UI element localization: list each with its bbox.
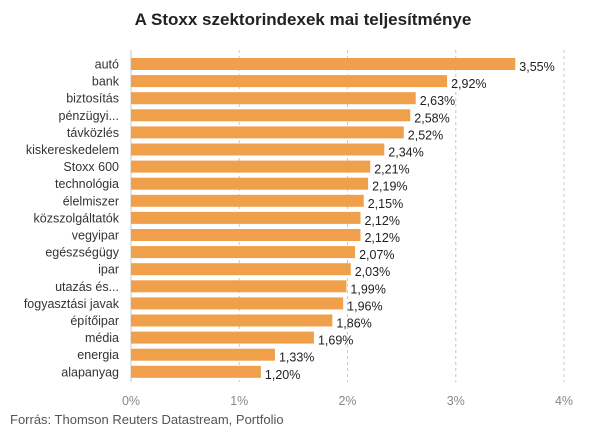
bar: [131, 126, 404, 139]
bar: [131, 160, 371, 173]
value-label: 2,15%: [368, 197, 403, 211]
category-label: média: [85, 331, 119, 345]
category-label: közszolgáltatók: [34, 211, 120, 225]
x-tick-label: 1%: [230, 394, 248, 408]
value-label: 2,12%: [364, 214, 399, 228]
bar: [131, 194, 364, 207]
category-label: pénzügyi...: [59, 109, 119, 123]
bar: [131, 229, 361, 241]
value-label: 2,12%: [364, 231, 399, 245]
labels: 0% 1% 2% 3% 4% autó 3,55% bank 2,92% biztosítás 2,…: [24, 58, 573, 409]
value-label: 2,63%: [420, 94, 455, 108]
chart-source: Forrás: Thomson Reuters Datastream, Port…: [10, 412, 284, 427]
value-label: 2,52%: [408, 128, 443, 142]
category-label: technológia: [55, 177, 119, 191]
bar: [131, 314, 333, 327]
bar: [131, 331, 314, 344]
x-tick-label: 0%: [122, 394, 140, 408]
value-label: 1,33%: [279, 351, 314, 365]
chart-title: A Stoxx szektorindexek mai teljesítménye: [134, 10, 472, 29]
bar: [131, 348, 275, 361]
category-label: alapanyag: [61, 365, 119, 379]
category-label: kiskereskedelem: [26, 143, 119, 157]
bar: [131, 280, 347, 293]
bar: [131, 177, 369, 190]
category-label: autó: [95, 58, 119, 72]
value-label: 1,69%: [318, 334, 353, 348]
category-label: élelmiszer: [63, 194, 119, 208]
value-label: 2,92%: [451, 77, 486, 91]
value-label: 1,96%: [347, 299, 382, 313]
value-label: 2,34%: [388, 146, 423, 160]
category-label: energia: [77, 348, 119, 362]
x-tick-label: 3%: [447, 394, 465, 408]
category-label: bank: [92, 75, 120, 89]
value-label: 2,19%: [372, 180, 407, 194]
bar: [131, 211, 361, 224]
category-label: Stoxx 600: [63, 160, 119, 174]
category-label: utazás és...: [55, 280, 119, 294]
category-label: távközlés: [67, 126, 119, 140]
bar: [131, 297, 344, 310]
category-label: ipar: [98, 263, 119, 277]
category-label: egészségügy: [45, 246, 119, 260]
bar: [131, 75, 448, 88]
value-label: 3,55%: [519, 60, 554, 74]
value-label: 2,03%: [355, 265, 390, 279]
category-label: fogyasztási javak: [24, 297, 120, 311]
bar: [131, 246, 356, 259]
x-tick-label: 4%: [555, 394, 573, 408]
bar: [131, 92, 416, 105]
bar: [131, 263, 351, 276]
value-label: 1,20%: [265, 368, 300, 382]
x-tick-label: 2%: [338, 394, 356, 408]
category-label: vegyipar: [72, 229, 119, 243]
value-label: 1,99%: [350, 282, 385, 296]
bar: [131, 58, 516, 70]
category-label: biztosítás: [66, 92, 119, 106]
bar: [131, 109, 411, 122]
bars: [131, 58, 516, 378]
bar: [131, 143, 385, 156]
category-label: építőipar: [70, 314, 119, 328]
value-label: 2,21%: [374, 163, 409, 177]
value-label: 2,58%: [414, 111, 449, 125]
value-label: 2,07%: [359, 248, 394, 262]
value-label: 1,86%: [336, 317, 371, 331]
bar: [131, 365, 261, 378]
